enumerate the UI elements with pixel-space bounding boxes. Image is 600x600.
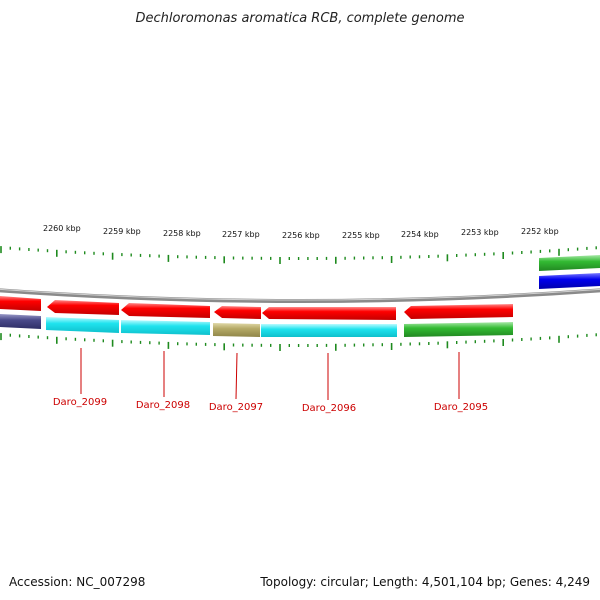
map-title: Dechloromonas aromatica RCB, complete ge… (135, 11, 465, 26)
gene-arrow-red-2096 (262, 307, 396, 320)
gene-arrow-red-2099 (47, 300, 119, 315)
category-bar-navy (0, 314, 41, 329)
gene-arrow-red-2098 (121, 303, 210, 318)
scale-label-2255: 2255 kbp (342, 231, 380, 240)
gene-label-daro-2096: Daro_2096 (302, 403, 356, 414)
scale-label-2260: 2260 kbp (43, 224, 81, 233)
outer-scale-ticks (0, 246, 597, 264)
gene-arrow-red-left-edge (0, 296, 41, 311)
gene-forward-blue (539, 273, 600, 289)
scale-label-2253: 2253 kbp (461, 228, 499, 237)
category-bar-green-2095 (404, 322, 513, 337)
inner-scale-ticks (0, 333, 597, 351)
callout-line-2097 (235, 352, 238, 400)
gene-label-daro-2099: Daro_2099 (53, 397, 107, 408)
scale-label-2258: 2258 kbp (163, 229, 201, 238)
gene-arrow-red-2097 (214, 306, 261, 319)
category-bar-cyan-2096 (261, 324, 397, 337)
scale-labels: 2260 kbp 2259 kbp 2258 kbp 2257 kbp 2256… (43, 224, 559, 240)
category-bar-cyan-2099 (46, 317, 119, 333)
gene-label-daro-2095: Daro_2095 (434, 402, 488, 413)
gene-label-daro-2098: Daro_2098 (136, 400, 190, 411)
gene-forward-green (539, 255, 600, 271)
accession-text: Accession: NC_007298 (9, 575, 146, 589)
category-bar-olive-2097 (213, 323, 260, 337)
scale-label-2257: 2257 kbp (222, 230, 260, 239)
gene-arrow-red-2095 (404, 304, 513, 319)
genome-backbone (0, 288, 600, 303)
scale-label-2254: 2254 kbp (401, 230, 439, 239)
gene-callout-lines (80, 348, 460, 400)
gene-labels: Daro_2099 Daro_2098 Daro_2097 Daro_2096 … (53, 397, 488, 414)
gene-label-daro-2097: Daro_2097 (209, 402, 263, 413)
category-bars (0, 314, 513, 337)
scale-label-2259: 2259 kbp (103, 227, 141, 236)
scale-label-2256: 2256 kbp (282, 231, 320, 240)
category-bar-cyan-2098 (121, 320, 210, 335)
reverse-strand-genes (0, 296, 513, 320)
scale-label-2252: 2252 kbp (521, 227, 559, 236)
genome-summary-text: Topology: circular; Length: 4,501,104 bp… (260, 575, 590, 589)
genome-backbone-highlight (0, 288, 600, 301)
